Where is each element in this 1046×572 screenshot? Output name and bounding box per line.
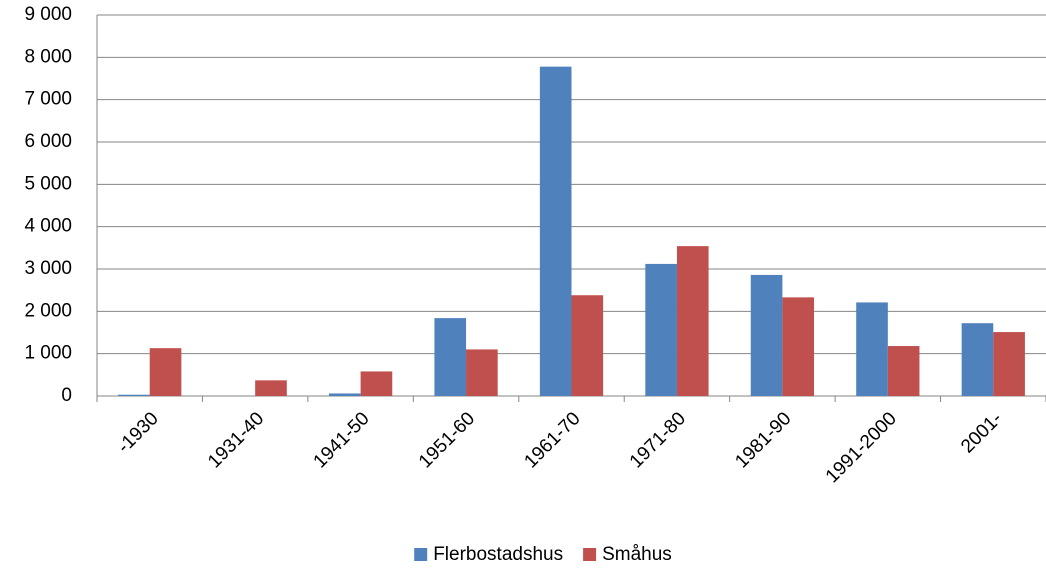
x-tick-label: 1961-70 <box>520 408 584 472</box>
bar <box>539 66 572 396</box>
legend-label: Flerbostadshus <box>433 544 563 565</box>
y-tick-label: 2 000 <box>24 300 72 321</box>
y-tick-label: 6 000 <box>24 131 72 152</box>
bar <box>782 297 815 396</box>
bar <box>149 348 182 396</box>
bar <box>118 394 150 396</box>
bar <box>328 393 361 396</box>
y-tick-label: 5 000 <box>24 173 72 194</box>
y-tick-label: 0 <box>61 385 72 406</box>
x-tick-label: 1981-90 <box>731 408 795 472</box>
bar <box>434 318 467 396</box>
bar <box>360 371 393 396</box>
bar <box>255 380 287 396</box>
y-tick-label: 9 000 <box>24 4 72 25</box>
y-tick-label: 7 000 <box>24 89 72 110</box>
legend-swatch <box>414 548 428 561</box>
y-tick-label: 8 000 <box>24 46 72 67</box>
x-tick-label: 1991-2000 <box>822 408 901 487</box>
x-tick-label: 1971-80 <box>626 408 690 472</box>
bar <box>887 346 920 396</box>
x-tick-label: 2001- <box>957 408 1006 457</box>
bar <box>466 349 498 396</box>
legend-swatch <box>583 548 597 561</box>
bar <box>676 246 709 396</box>
y-tick-label: 4 000 <box>24 216 72 237</box>
bar <box>961 323 994 396</box>
x-tick-label: 1941-50 <box>310 408 374 472</box>
bar <box>571 295 604 396</box>
y-tick-label: 1 000 <box>24 343 72 364</box>
bar <box>856 302 888 396</box>
bar <box>645 263 677 396</box>
x-tick-label: 1931-40 <box>204 408 268 472</box>
x-tick-label: 1951-60 <box>415 408 479 472</box>
bar <box>750 274 783 396</box>
x-tick-label: -1930 <box>114 408 163 457</box>
y-tick-label: 3 000 <box>24 258 72 279</box>
bar <box>993 332 1025 396</box>
legend-label: Småhus <box>602 544 672 565</box>
